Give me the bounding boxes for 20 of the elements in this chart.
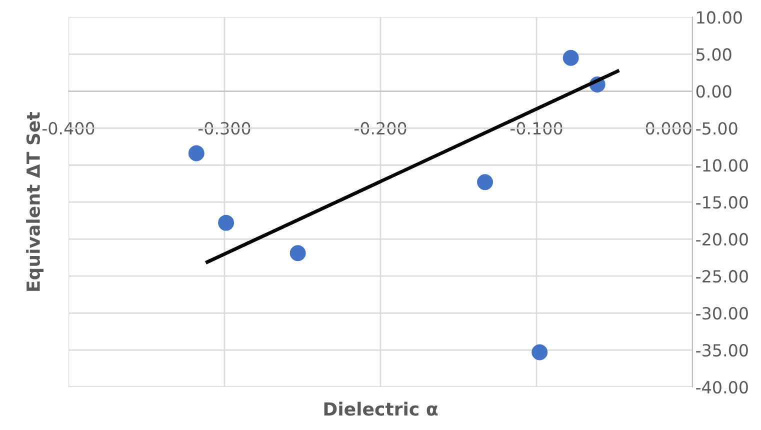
x-tick-label: -0.400 (42, 122, 94, 135)
point (477, 174, 493, 190)
y-tick-label: -30.00 (696, 307, 748, 320)
y-tick-label: -10.00 (696, 159, 748, 172)
x-axis-title: Dielectric α (324, 402, 438, 416)
y-tick-label: 5.00 (696, 48, 732, 61)
y-tick-label: -15.00 (696, 196, 748, 209)
y-tick-label: -25.00 (696, 270, 748, 283)
y-tick-label: 0.00 (696, 85, 732, 98)
y-tick-label: -20.00 (696, 233, 748, 246)
point (218, 214, 234, 231)
y-axis-title: Equivalent ΔT Set (26, 112, 44, 291)
point (532, 344, 548, 360)
y-tick-label: 10.00 (697, 11, 742, 24)
y-tick-label: -35.00 (696, 344, 748, 357)
point (290, 245, 306, 262)
point (562, 50, 579, 66)
y-tick-label: -5.00 (696, 122, 738, 135)
point (188, 145, 204, 162)
y-tick-label: -40.00 (696, 380, 748, 394)
